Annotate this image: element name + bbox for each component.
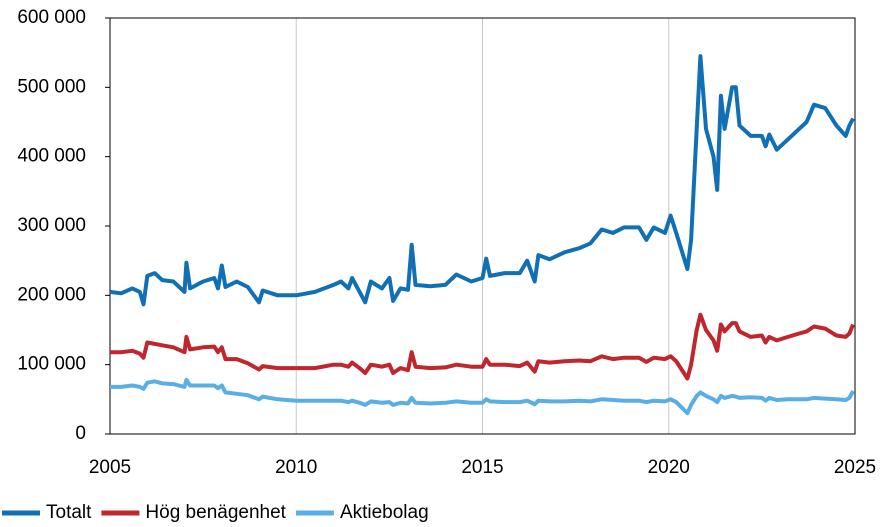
x-tick-label: 2020 bbox=[648, 457, 690, 478]
y-tick-label: 0 bbox=[75, 423, 86, 444]
legend-label: Aktiebolag bbox=[340, 502, 429, 523]
series-line bbox=[110, 312, 855, 381]
y-tick-label: 200 000 bbox=[17, 284, 86, 305]
y-tick-label: 300 000 bbox=[17, 215, 86, 236]
x-tick-label: 2010 bbox=[275, 457, 317, 478]
series-line bbox=[110, 377, 855, 416]
y-tick-label: 600 000 bbox=[17, 7, 86, 28]
y-tick-label: 100 000 bbox=[17, 354, 86, 375]
x-tick-label: 2005 bbox=[89, 457, 131, 478]
legend-label: Totalt bbox=[46, 502, 92, 523]
plot-frame bbox=[109, 17, 856, 435]
legend-label: Hög benägenhet bbox=[145, 502, 286, 523]
x-tick-label: 2015 bbox=[461, 457, 503, 478]
y-tick-label: 500 000 bbox=[17, 76, 86, 97]
x-tick-label: 2025 bbox=[834, 457, 876, 478]
y-tick-label: 400 000 bbox=[17, 146, 86, 167]
series-line bbox=[109, 54, 855, 307]
